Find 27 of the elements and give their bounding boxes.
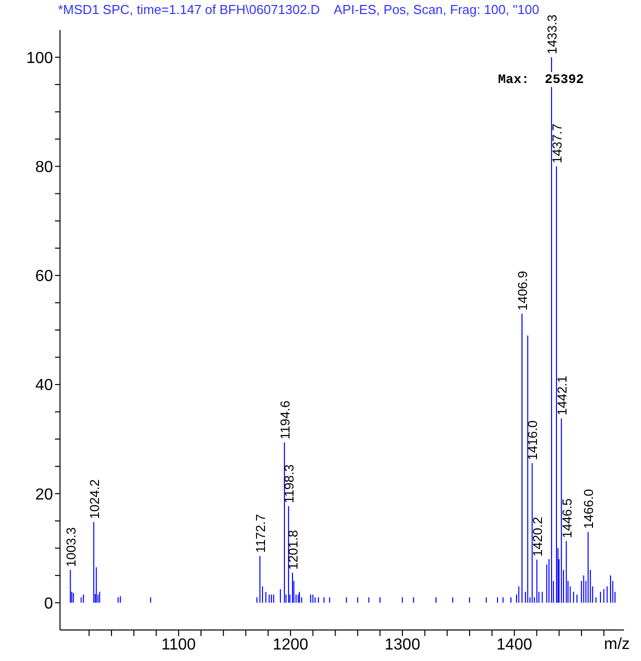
annotation: Max: 25392 (498, 72, 584, 87)
x-axis-title: m/z (604, 636, 630, 654)
x-tick-label: 1400 (496, 636, 532, 654)
annotation: 1172.7 (252, 514, 268, 553)
annotation: 1024.2 (86, 479, 102, 519)
annotation: 1198.3 (282, 464, 297, 504)
annotation: 1442.1 (554, 376, 570, 416)
y-tick-label: 100 (26, 50, 54, 67)
chart-title: *MSD1 SPC, time=1.147 of BFH\06071302.D API-ES, Pos, Scan, Frag: 100, "100 (58, 2, 540, 17)
annotation: 1406.9 (515, 270, 530, 311)
annotation: 1466.0 (581, 489, 596, 529)
y-tick-label: 60 (35, 268, 54, 286)
x-tick-label: 1200 (272, 636, 308, 654)
annotation: 1003.3 (63, 527, 78, 567)
y-tick-label: 40 (35, 377, 54, 394)
y-tick-label: 20 (35, 486, 54, 504)
annotation: 1201.8 (286, 530, 301, 570)
annotation: 1433.3 (544, 14, 560, 54)
annotation: 1446.5 (559, 498, 574, 538)
x-tick-label: 1300 (384, 636, 420, 654)
annotation: 1194.6 (277, 400, 292, 440)
y-tick-label: 80 (35, 159, 54, 176)
annotation: 1437.7 (550, 124, 565, 164)
annotation: 1420.2 (530, 516, 545, 557)
annotation: 1416.0 (525, 420, 540, 460)
y-tick-label: 0 (44, 595, 54, 612)
x-tick-label: 1100 (161, 636, 196, 654)
